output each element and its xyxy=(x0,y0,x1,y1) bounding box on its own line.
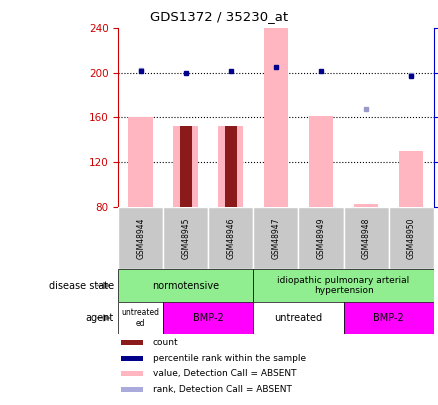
Bar xyxy=(254,269,434,302)
Text: GDS1372 / 35230_at: GDS1372 / 35230_at xyxy=(150,10,288,23)
Bar xyxy=(121,356,144,361)
Text: BMP-2: BMP-2 xyxy=(193,313,224,323)
Bar xyxy=(254,207,298,269)
Text: GSM48950: GSM48950 xyxy=(406,217,416,259)
Bar xyxy=(298,207,343,269)
Bar xyxy=(264,28,288,207)
Bar xyxy=(163,302,254,334)
Bar xyxy=(225,126,237,207)
Text: BMP-2: BMP-2 xyxy=(373,313,404,323)
Bar xyxy=(309,116,333,207)
Text: disease state: disease state xyxy=(49,281,114,290)
Bar xyxy=(180,126,192,207)
Bar xyxy=(399,151,424,207)
Bar xyxy=(121,340,144,345)
Bar xyxy=(121,387,144,392)
Text: GSM48945: GSM48945 xyxy=(181,217,191,259)
Text: GSM48947: GSM48947 xyxy=(272,217,280,259)
Bar xyxy=(353,205,378,207)
Bar xyxy=(343,207,389,269)
Text: GSM48944: GSM48944 xyxy=(136,217,145,259)
Text: GSM48946: GSM48946 xyxy=(226,217,235,259)
Text: agent: agent xyxy=(86,313,114,323)
Bar xyxy=(128,117,153,207)
Text: idiopathic pulmonary arterial
hypertension: idiopathic pulmonary arterial hypertensi… xyxy=(277,276,410,295)
Bar xyxy=(219,126,243,207)
Text: count: count xyxy=(153,338,179,347)
Text: untreated: untreated xyxy=(274,313,322,323)
Bar xyxy=(173,126,198,207)
Bar xyxy=(118,269,254,302)
Text: percentile rank within the sample: percentile rank within the sample xyxy=(153,354,306,363)
Text: rank, Detection Call = ABSENT: rank, Detection Call = ABSENT xyxy=(153,385,292,394)
Bar xyxy=(389,207,434,269)
Bar xyxy=(118,302,163,334)
Bar xyxy=(254,302,343,334)
Bar xyxy=(208,207,254,269)
Bar xyxy=(118,207,163,269)
Bar xyxy=(343,302,434,334)
Text: GSM48948: GSM48948 xyxy=(361,217,371,259)
Bar xyxy=(121,371,144,376)
Text: value, Detection Call = ABSENT: value, Detection Call = ABSENT xyxy=(153,369,297,378)
Text: untreated
ed: untreated ed xyxy=(122,308,160,328)
Text: GSM48949: GSM48949 xyxy=(317,217,325,259)
Text: normotensive: normotensive xyxy=(152,281,219,290)
Bar xyxy=(163,207,208,269)
